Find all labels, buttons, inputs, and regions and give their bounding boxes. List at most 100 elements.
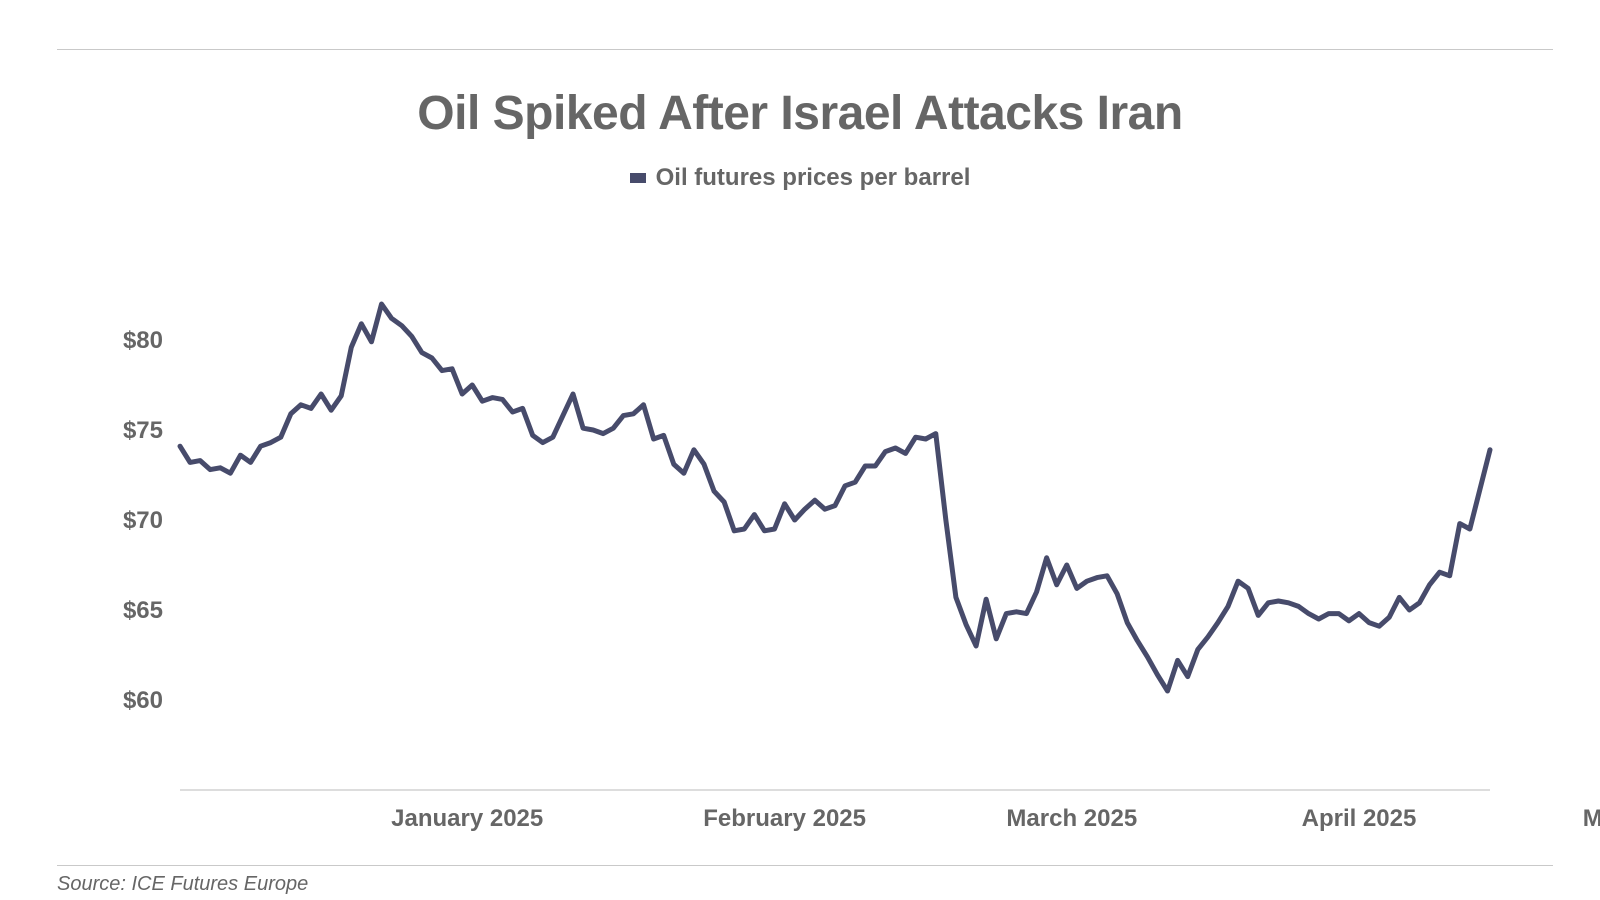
data-point bbox=[1035, 590, 1039, 594]
data-point bbox=[1478, 487, 1482, 491]
data-point bbox=[1135, 639, 1139, 643]
data-point bbox=[1186, 675, 1190, 679]
data-point bbox=[1145, 655, 1149, 659]
data-point bbox=[1065, 563, 1069, 567]
data-point bbox=[934, 432, 938, 436]
data-point bbox=[440, 369, 444, 373]
data-point bbox=[803, 507, 807, 511]
data-point bbox=[652, 437, 656, 441]
data-point bbox=[1024, 612, 1028, 616]
data-point bbox=[511, 410, 515, 414]
data-point bbox=[1246, 586, 1250, 590]
y-tick-label: $80 bbox=[123, 327, 163, 354]
y-tick-label: $70 bbox=[123, 507, 163, 534]
data-point bbox=[1458, 522, 1462, 526]
data-point bbox=[279, 435, 283, 439]
data-point bbox=[1468, 527, 1472, 531]
data-point bbox=[380, 302, 384, 306]
data-point bbox=[1075, 586, 1079, 590]
data-point bbox=[551, 435, 555, 439]
data-point bbox=[1407, 608, 1411, 612]
data-point bbox=[390, 316, 394, 320]
data-point bbox=[531, 433, 535, 437]
data-point bbox=[631, 412, 635, 416]
data-point bbox=[1488, 448, 1492, 452]
data-point bbox=[1155, 673, 1159, 677]
data-point bbox=[1095, 576, 1099, 580]
data-point bbox=[521, 406, 525, 410]
data-point bbox=[208, 468, 212, 472]
data-point bbox=[924, 437, 928, 441]
data-point bbox=[1438, 570, 1442, 574]
data-point bbox=[662, 433, 666, 437]
data-point bbox=[994, 637, 998, 641]
data-point bbox=[450, 367, 454, 371]
data-point bbox=[984, 597, 988, 601]
data-point bbox=[480, 399, 484, 403]
data-point bbox=[1014, 610, 1018, 614]
x-tick-label: May 2025 bbox=[1583, 805, 1600, 832]
legend-swatch bbox=[629, 173, 646, 183]
data-point bbox=[642, 403, 646, 407]
data-point bbox=[954, 595, 958, 599]
data-point bbox=[1105, 574, 1109, 578]
data-point bbox=[773, 527, 777, 531]
data-point bbox=[712, 489, 716, 493]
data-point bbox=[893, 446, 897, 450]
source-note: Source: ICE Futures Europe bbox=[57, 873, 309, 895]
y-axis-labels: $60 $65 $70 $75 $80 bbox=[123, 327, 163, 714]
data-point bbox=[873, 464, 877, 468]
series-line-oil-futures bbox=[177, 301, 1493, 694]
data-point bbox=[1286, 601, 1290, 605]
data-point bbox=[1216, 621, 1220, 625]
data-point bbox=[259, 444, 263, 448]
data-point bbox=[1297, 604, 1301, 608]
data-point bbox=[1417, 601, 1421, 605]
data-point bbox=[692, 448, 696, 452]
data-point bbox=[269, 441, 273, 445]
data-point bbox=[249, 460, 253, 464]
data-point bbox=[793, 518, 797, 522]
data-point bbox=[944, 518, 948, 522]
data-point bbox=[863, 464, 867, 468]
data-point bbox=[611, 426, 615, 430]
data-point bbox=[1387, 615, 1391, 619]
data-point bbox=[1236, 579, 1240, 583]
data-point bbox=[672, 462, 676, 466]
data-point bbox=[1266, 601, 1270, 605]
data-point bbox=[198, 459, 202, 463]
data-point bbox=[1045, 556, 1049, 560]
data-point bbox=[904, 451, 908, 455]
data-point bbox=[1317, 617, 1321, 621]
data-point bbox=[228, 471, 232, 475]
data-point bbox=[974, 644, 978, 648]
data-point bbox=[914, 435, 918, 439]
x-tick-label: March 2025 bbox=[1006, 805, 1137, 832]
data-point bbox=[813, 498, 817, 502]
data-point bbox=[1397, 595, 1401, 599]
data-point bbox=[621, 414, 625, 418]
data-point bbox=[682, 471, 686, 475]
data-point bbox=[188, 460, 192, 464]
series-group bbox=[177, 301, 1493, 694]
data-point bbox=[581, 426, 585, 430]
x-axis-labels: January 2025 February 2025 March 2025 April… bbox=[391, 805, 1600, 832]
bottom-rule bbox=[57, 865, 1553, 866]
data-point bbox=[1377, 624, 1381, 628]
data-point bbox=[1276, 599, 1280, 603]
data-point bbox=[1176, 658, 1180, 662]
data-point bbox=[883, 450, 887, 454]
data-point bbox=[1125, 621, 1129, 625]
data-point bbox=[833, 504, 837, 508]
data-point bbox=[339, 394, 343, 398]
data-point bbox=[853, 480, 857, 484]
data-point bbox=[1448, 574, 1452, 578]
data-point bbox=[490, 396, 494, 400]
data-point bbox=[309, 406, 313, 410]
data-point bbox=[369, 340, 373, 344]
data-point bbox=[541, 441, 545, 445]
x-tick-label: April 2025 bbox=[1302, 805, 1417, 832]
y-tick-label: $60 bbox=[123, 687, 163, 714]
data-point bbox=[561, 414, 565, 418]
